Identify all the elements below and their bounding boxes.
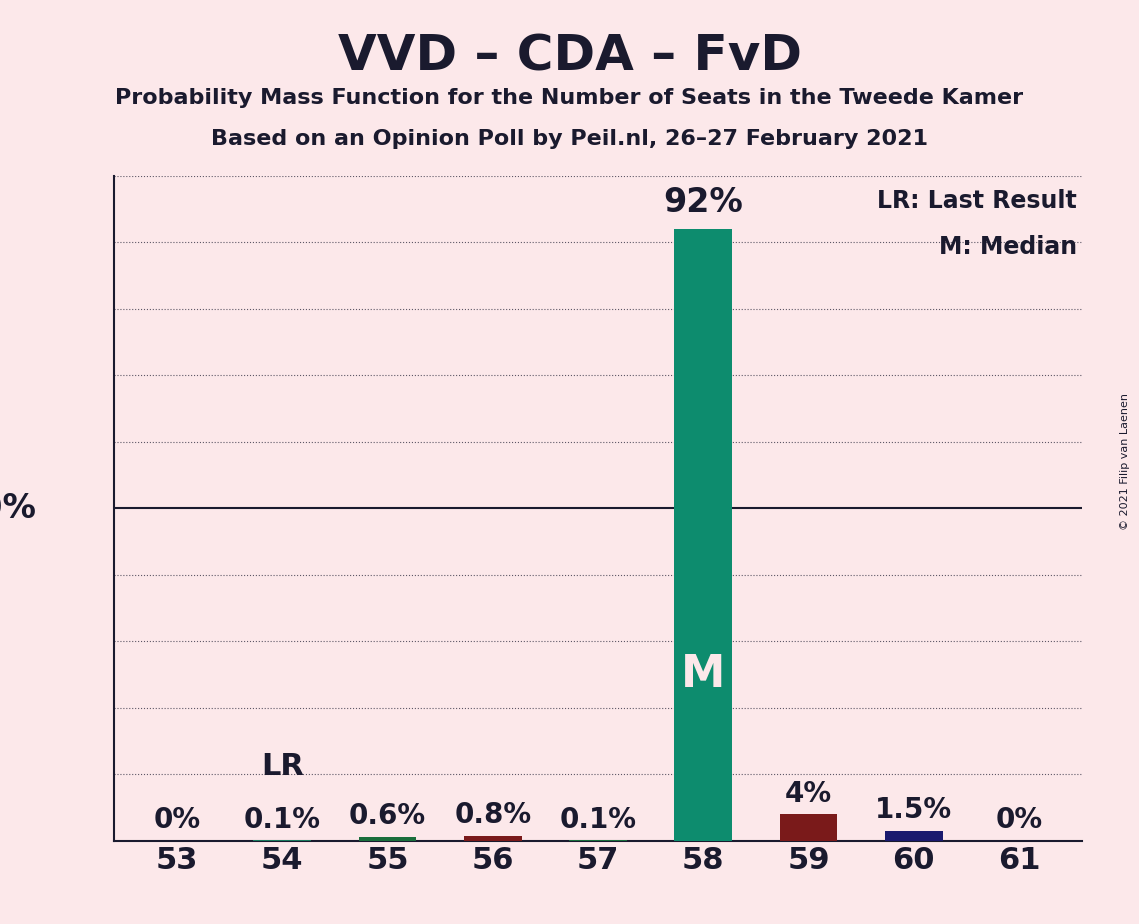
Text: VVD – CDA – FvD: VVD – CDA – FvD	[337, 32, 802, 80]
Text: Probability Mass Function for the Number of Seats in the Tweede Kamer: Probability Mass Function for the Number…	[115, 88, 1024, 108]
Text: 92%: 92%	[663, 186, 743, 219]
Bar	[674, 229, 732, 841]
Text: 0.6%: 0.6%	[349, 802, 426, 830]
Bar	[885, 831, 943, 841]
Text: 50%: 50%	[0, 492, 36, 525]
Text: 0.1%: 0.1%	[244, 806, 321, 833]
Text: Based on an Opinion Poll by Peil.nl, 26–27 February 2021: Based on an Opinion Poll by Peil.nl, 26–…	[211, 129, 928, 150]
Text: M: Median: M: Median	[939, 236, 1076, 260]
Bar	[359, 837, 417, 841]
Text: LR: LR	[261, 752, 304, 781]
Text: 0.8%: 0.8%	[454, 801, 531, 829]
Text: 0%: 0%	[995, 806, 1042, 834]
Text: © 2021 Filip van Laenen: © 2021 Filip van Laenen	[1120, 394, 1130, 530]
Bar	[779, 814, 837, 841]
Text: 0%: 0%	[154, 806, 200, 834]
Text: 1.5%: 1.5%	[875, 796, 952, 824]
Text: 4%: 4%	[785, 780, 831, 808]
Bar	[464, 835, 522, 841]
Text: M: M	[681, 653, 726, 696]
Text: LR: Last Result: LR: Last Result	[877, 188, 1076, 213]
Text: 0.1%: 0.1%	[559, 806, 637, 833]
